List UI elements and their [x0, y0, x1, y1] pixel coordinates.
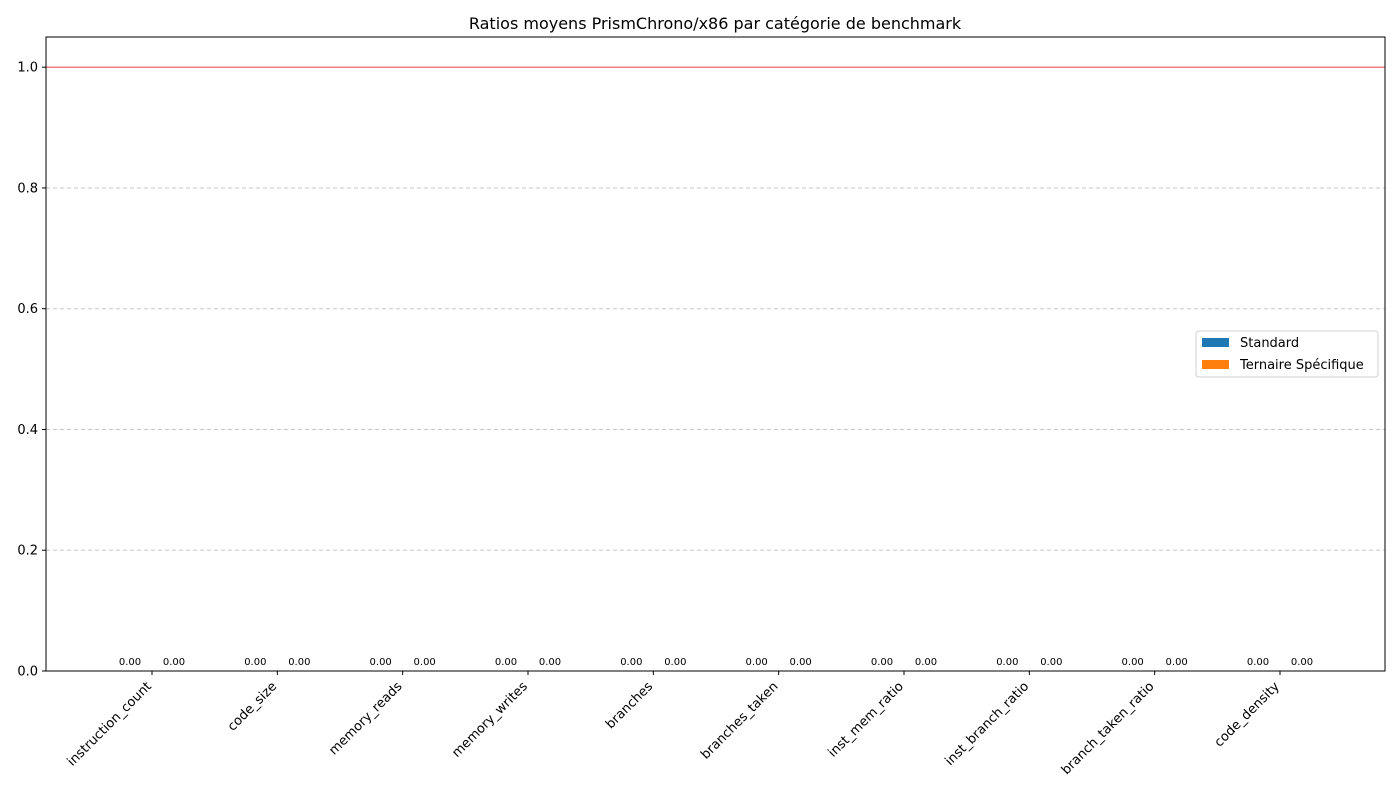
data-label: 0.00 — [370, 657, 392, 668]
data-label: 0.00 — [915, 657, 937, 668]
data-label: 0.00 — [1122, 657, 1144, 668]
grid-lines — [46, 187, 1385, 551]
chart-title: Ratios moyens PrismChrono/x86 par catégo… — [469, 14, 962, 33]
y-axis: 0.0 0.2 0.4 0.6 0.8 1.0 — [17, 61, 46, 680]
y-tick-label: 0.0 — [17, 665, 38, 680]
legend: Standard Ternaire Spécifique — [1195, 330, 1379, 378]
data-label: 0.00 — [871, 657, 893, 668]
legend-swatch-ternaire — [1202, 360, 1229, 369]
x-tick-label: branches — [603, 679, 656, 732]
data-label: 0.00 — [244, 657, 266, 668]
legend-label-standard: Standard — [1240, 336, 1299, 351]
y-tick-label: 0.6 — [17, 302, 38, 317]
data-label: 0.00 — [1166, 657, 1188, 668]
x-tick-label: code_density — [1212, 679, 1283, 750]
data-label: 0.00 — [495, 657, 517, 668]
x-tick-label: branch_taken_ratio — [1059, 679, 1158, 778]
x-axis: instruction_count code_size memory_reads me… — [65, 671, 1283, 778]
y-tick-label: 0.8 — [17, 181, 38, 196]
data-label: 0.00 — [414, 657, 436, 668]
data-label: 0.00 — [790, 657, 812, 668]
data-label: 0.00 — [1040, 657, 1062, 668]
data-label: 0.00 — [163, 657, 185, 668]
data-label: 0.00 — [664, 657, 686, 668]
x-tick-label: memory_reads — [326, 679, 405, 758]
plot-frame — [45, 36, 1386, 672]
y-tick-label: 0.4 — [17, 423, 38, 438]
legend-swatch-standard — [1202, 338, 1229, 347]
data-label: 0.00 — [620, 657, 642, 668]
data-label: 0.00 — [1291, 657, 1313, 668]
y-tick-label: 1.0 — [17, 61, 38, 76]
x-tick-label: memory_writes — [449, 679, 531, 761]
x-tick-label: code_size — [225, 679, 280, 734]
data-label: 0.00 — [1247, 657, 1269, 668]
data-label: 0.00 — [746, 657, 768, 668]
data-label: 0.00 — [119, 657, 141, 668]
data-label: 0.00 — [996, 657, 1018, 668]
x-tick-label: inst_mem_ratio — [825, 679, 906, 760]
data-label: 0.00 — [288, 657, 310, 668]
x-tick-label: instruction_count — [65, 679, 155, 769]
data-label: 0.00 — [539, 657, 561, 668]
x-tick-label: branches_taken — [698, 679, 781, 762]
y-tick-label: 0.2 — [17, 544, 38, 559]
legend-label-ternaire: Ternaire Spécifique — [1239, 358, 1364, 373]
x-tick-label: inst_branch_ratio — [942, 679, 1032, 769]
legend-frame — [1195, 330, 1379, 378]
data-labels-layer: 0.00 0.00 0.00 0.00 0.00 0.00 0.00 0.00 0.00 0.00… — [119, 657, 1313, 668]
